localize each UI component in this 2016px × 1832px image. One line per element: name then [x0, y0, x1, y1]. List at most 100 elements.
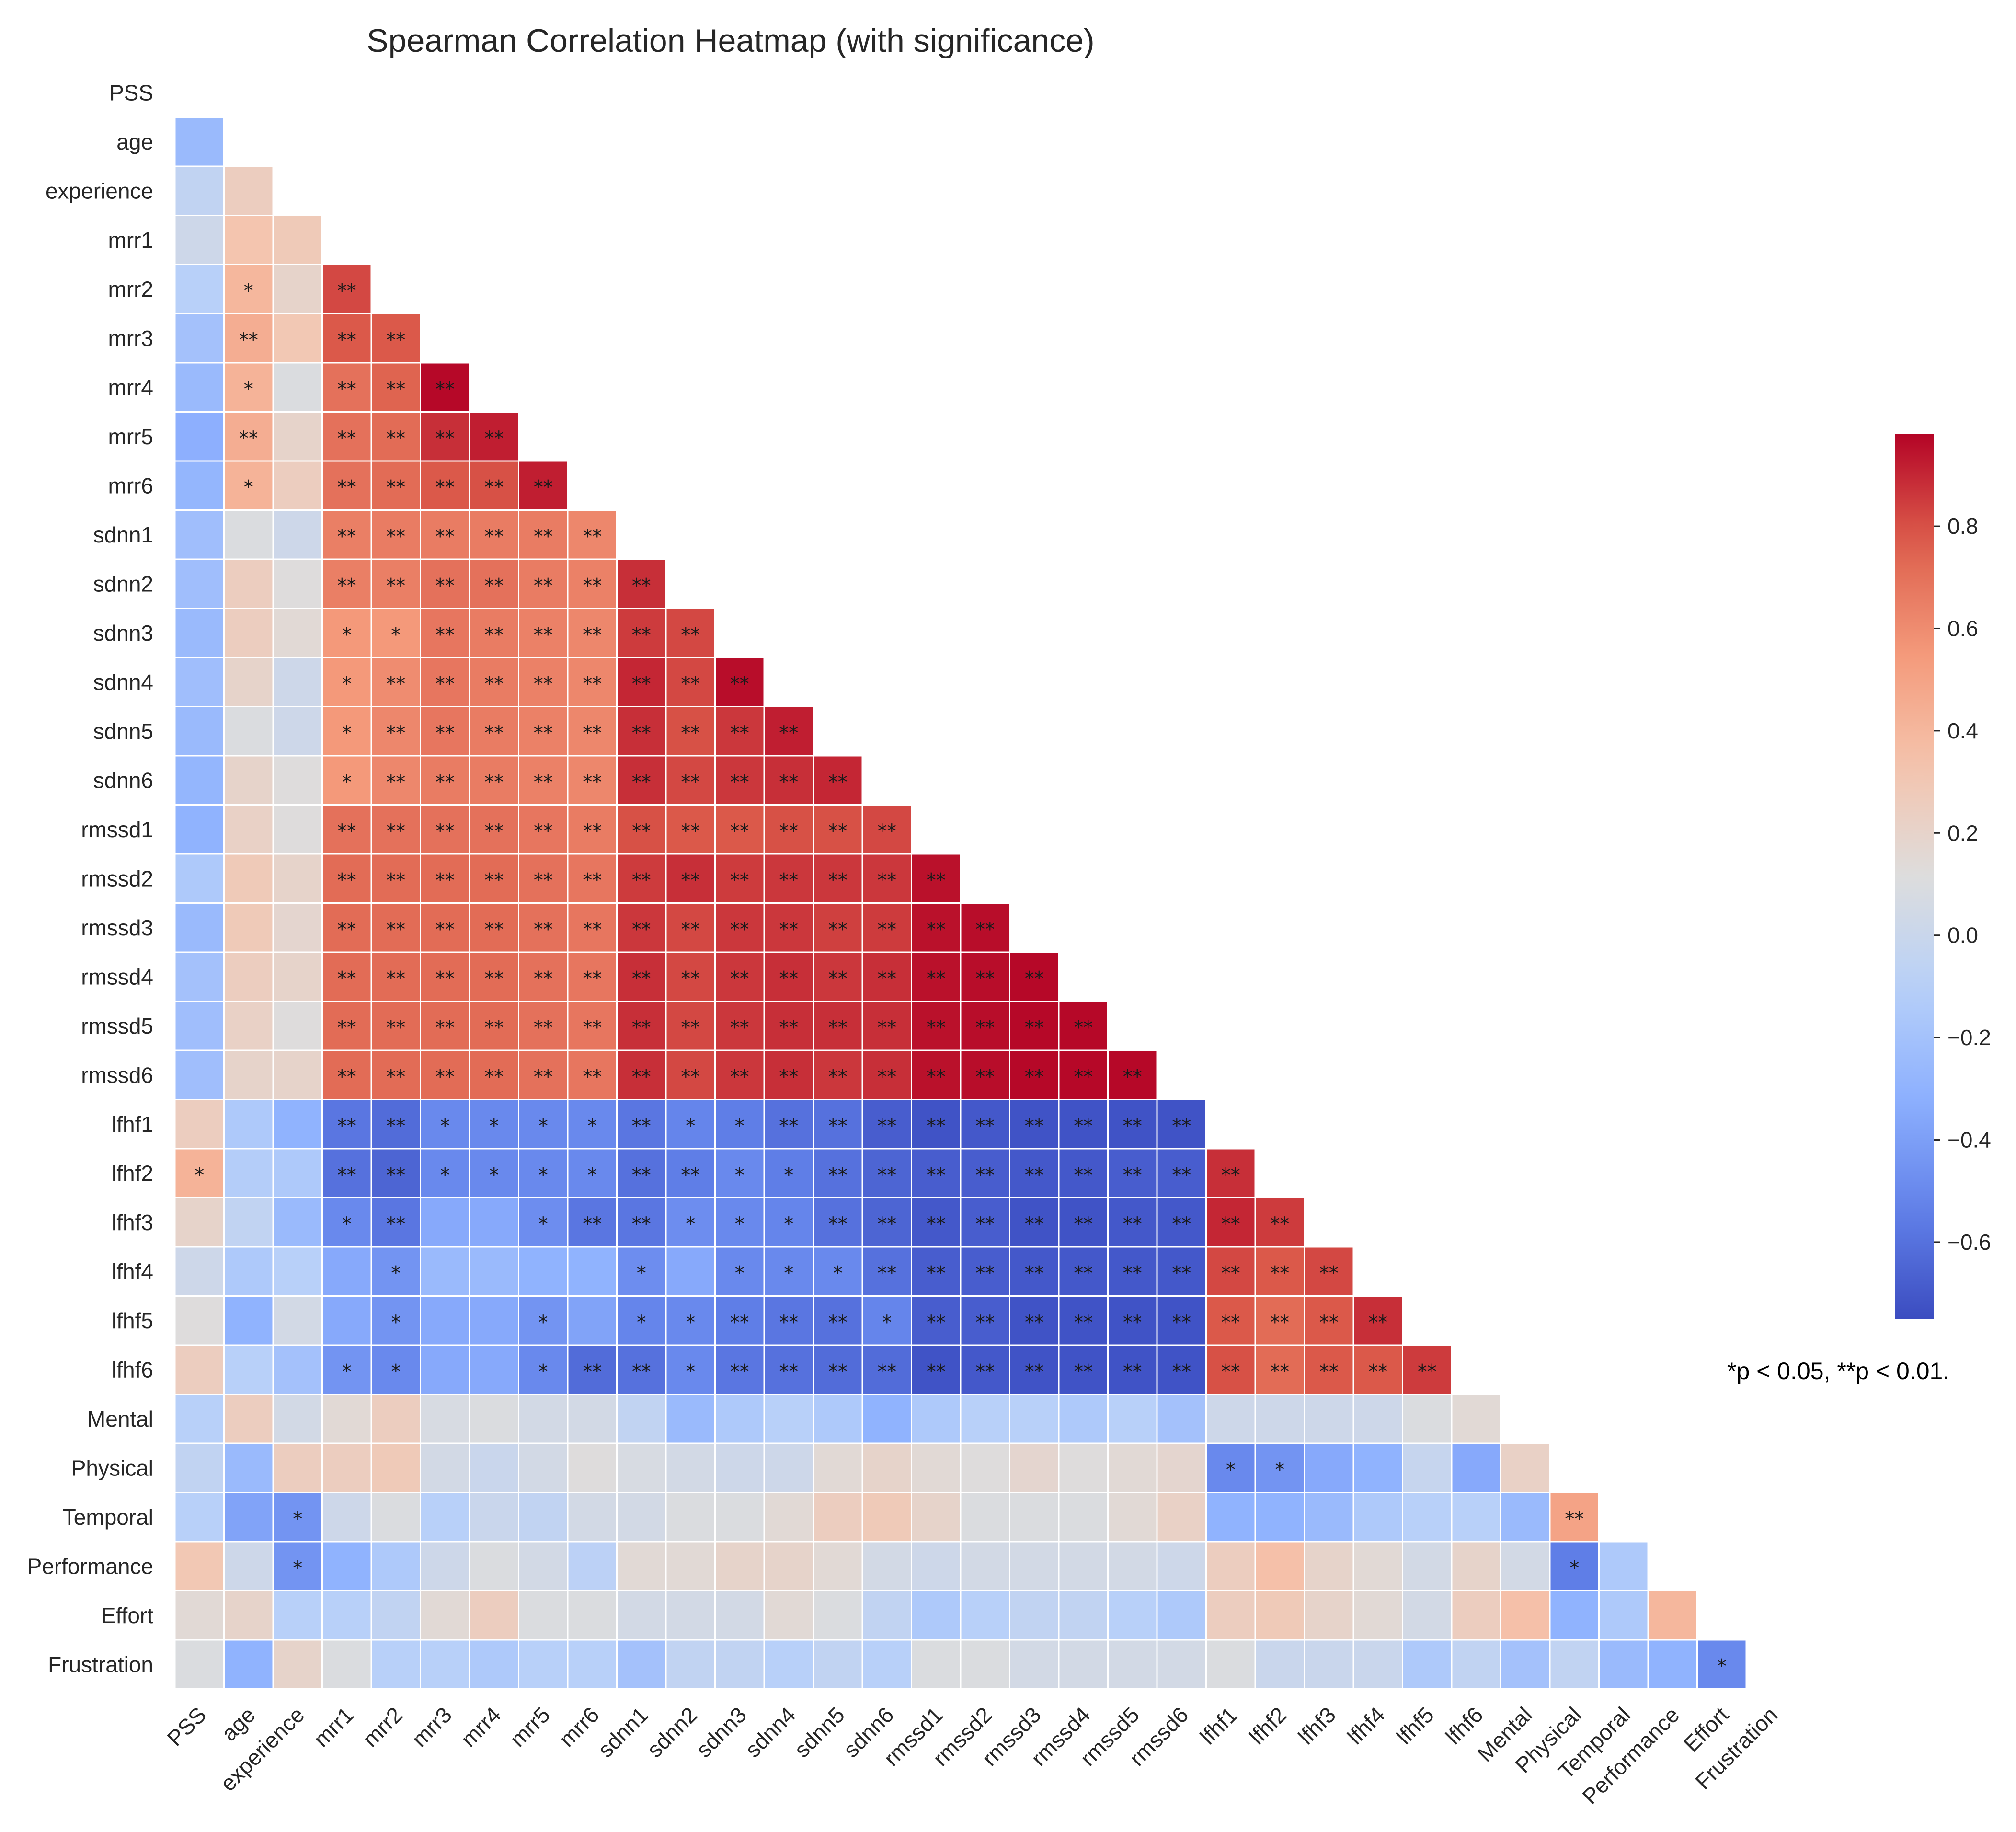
significance-mark: *: [391, 1312, 401, 1334]
significance-mark: **: [337, 1017, 356, 1039]
significance-mark: **: [681, 1066, 700, 1088]
heatmap-cell: [174, 313, 225, 364]
heatmap-cell: [1009, 1639, 1060, 1690]
significance-mark: **: [386, 1017, 405, 1039]
heatmap-cell: [1156, 1541, 1207, 1591]
heatmap-cell: [960, 1492, 1010, 1543]
heatmap-cell: [174, 1295, 225, 1346]
heatmap-cell: [1304, 1639, 1354, 1690]
significance-mark: **: [534, 476, 553, 498]
x-tick-label: age: [217, 1702, 260, 1746]
heatmap-cell: [321, 706, 372, 757]
significance-mark: **: [435, 820, 455, 842]
significance-mark: **: [386, 1115, 405, 1137]
heatmap-cell: [1402, 1639, 1453, 1690]
heatmap-cell: [321, 264, 372, 314]
heatmap-cell: [321, 558, 372, 609]
significance-mark: **: [975, 1164, 995, 1186]
heatmap-cell: [1156, 1344, 1207, 1395]
heatmap-cell: [469, 657, 519, 707]
heatmap-cell: [714, 1246, 765, 1297]
heatmap-cell: [1352, 1541, 1403, 1591]
heatmap-cell: [174, 706, 225, 757]
y-tick-label: lfhf5: [112, 1308, 153, 1333]
heatmap-cell: [1156, 1639, 1207, 1690]
x-tick-label: sdnn4: [740, 1702, 800, 1762]
heatmap-cell: [272, 1049, 323, 1100]
heatmap-cell: [272, 1148, 323, 1198]
heatmap-cell: [223, 1246, 274, 1297]
heatmap-cell: [370, 853, 421, 904]
x-tick-label: mrr1: [309, 1702, 358, 1752]
y-tick-label: sdnn3: [93, 621, 153, 645]
significance-mark: **: [730, 820, 749, 842]
heatmap-cell: [1058, 1344, 1109, 1395]
heatmap-cell: [616, 804, 667, 855]
heatmap-cell: [1352, 1394, 1403, 1444]
significance-mark: *: [833, 1262, 843, 1284]
heatmap-cell: [174, 1001, 225, 1051]
significance-mark: **: [1025, 1312, 1044, 1334]
significance-mark: **: [779, 820, 798, 842]
significance-mark: **: [779, 1312, 798, 1334]
heatmap-cell: [469, 1197, 519, 1248]
significance-mark: **: [534, 869, 553, 891]
heatmap-cell: [174, 1344, 225, 1395]
significance-mark: **: [1368, 1312, 1387, 1334]
heatmap-cell: [1352, 1442, 1403, 1493]
significance-mark: **: [337, 280, 356, 302]
heatmap-cell: [1156, 1442, 1207, 1493]
heatmap-cell: [272, 902, 323, 953]
significance-mark: **: [337, 869, 356, 891]
heatmap-cell: [321, 1001, 372, 1051]
significance-mark: **: [828, 771, 848, 793]
x-tick-label: lfhf2: [1244, 1702, 1291, 1749]
heatmap-cell: [272, 411, 323, 462]
heatmap-cell: [420, 1295, 470, 1346]
heatmap-cell: [861, 902, 912, 953]
heatmap-cell: [174, 165, 225, 216]
significance-mark: *: [489, 1115, 499, 1137]
heatmap-cell: [174, 362, 225, 413]
heatmap-cell: [665, 1049, 716, 1100]
heatmap-cell: [763, 1148, 814, 1198]
heatmap-cell: [370, 1590, 421, 1641]
heatmap-cell: [1500, 1541, 1551, 1591]
heatmap-cell: [370, 1344, 421, 1395]
heatmap-cell: [370, 1541, 421, 1591]
heatmap-cell: [223, 951, 274, 1002]
heatmap-cell: [272, 804, 323, 855]
significance-mark: **: [1221, 1262, 1240, 1284]
significance-mark: **: [927, 1312, 946, 1334]
significance-mark: **: [730, 722, 749, 744]
significance-mark: *: [538, 1164, 548, 1186]
significance-mark: *: [342, 624, 352, 646]
heatmap-cell: [616, 1246, 667, 1297]
heatmap-cell: [469, 608, 519, 658]
heatmap-cell: [1304, 1442, 1354, 1493]
heatmap-cell: [223, 1394, 274, 1444]
significance-mark: **: [779, 919, 798, 941]
significance-mark: **: [386, 1213, 405, 1235]
significance-mark: **: [927, 1066, 946, 1088]
heatmap-cell: [1009, 1442, 1060, 1493]
heatmap-cell: [469, 706, 519, 757]
heatmap-cell: [714, 1394, 765, 1444]
significance-mark: **: [681, 869, 700, 891]
significance-mark: *: [440, 1164, 450, 1186]
significance-mark: **: [337, 329, 356, 351]
significance-mark: **: [632, 624, 651, 646]
significance-mark: *: [293, 1557, 302, 1579]
significance-mark: **: [534, 1066, 553, 1088]
heatmap-cell: [911, 1344, 962, 1395]
heatmap-cell: [1205, 1541, 1256, 1591]
heatmap-cell: [223, 509, 274, 560]
heatmap-cell: [272, 1344, 323, 1395]
heatmap-cell: [420, 1541, 470, 1591]
heatmap-cell: [1107, 1590, 1158, 1641]
heatmap-cell: [1009, 1541, 1060, 1591]
heatmap-cell: [420, 1246, 470, 1297]
significance-mark: *: [342, 1360, 352, 1383]
significance-mark: **: [1123, 1115, 1142, 1137]
significance-mark: **: [386, 378, 405, 400]
